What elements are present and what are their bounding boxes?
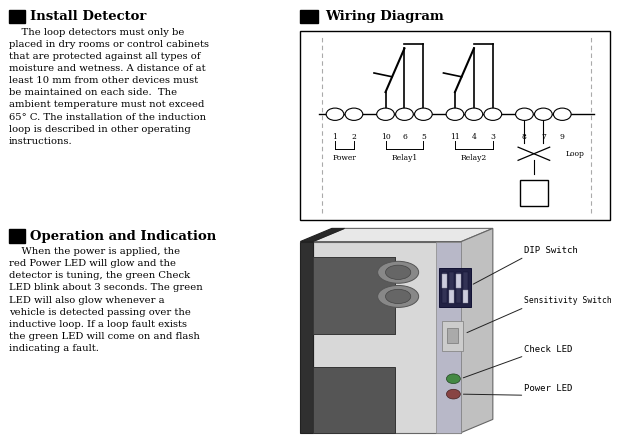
Polygon shape	[313, 241, 461, 433]
Text: Install Detector: Install Detector	[30, 10, 147, 23]
Text: 8: 8	[522, 133, 527, 141]
Bar	[436, 241, 461, 433]
Text: Wiring Diagram: Wiring Diagram	[326, 10, 444, 23]
Ellipse shape	[378, 285, 418, 307]
Text: Operation and Indication: Operation and Indication	[30, 229, 217, 242]
Circle shape	[553, 108, 571, 121]
Bar	[456, 272, 461, 303]
Bar	[442, 272, 447, 303]
Text: 5: 5	[421, 133, 426, 141]
Bar	[447, 328, 458, 343]
Circle shape	[465, 108, 483, 121]
Circle shape	[446, 389, 461, 399]
Text: 7: 7	[541, 133, 546, 141]
Bar	[462, 272, 467, 303]
Text: Relay2: Relay2	[461, 154, 487, 162]
Bar	[462, 290, 467, 303]
Circle shape	[345, 108, 363, 121]
Circle shape	[446, 108, 464, 121]
Text: The loop detectors must only be
placed in dry rooms or control cabinets
that are: The loop detectors must only be placed i…	[9, 27, 209, 146]
Bar	[313, 257, 395, 334]
Circle shape	[326, 108, 344, 121]
Circle shape	[396, 108, 413, 121]
Circle shape	[415, 108, 432, 121]
Text: Sensitivity Switch: Sensitivity Switch	[524, 296, 612, 305]
Text: 1: 1	[332, 133, 337, 141]
Bar	[443, 321, 463, 351]
Ellipse shape	[386, 289, 411, 304]
Bar	[449, 290, 454, 303]
Polygon shape	[461, 228, 493, 433]
Bar	[313, 366, 395, 433]
Bar	[9, 229, 25, 243]
Circle shape	[446, 374, 461, 383]
Bar	[439, 268, 471, 307]
Text: 10: 10	[381, 133, 391, 141]
Polygon shape	[300, 241, 313, 433]
Circle shape	[484, 108, 501, 121]
Bar	[300, 10, 318, 23]
Text: 3: 3	[490, 133, 495, 141]
Text: 6: 6	[402, 133, 407, 141]
Text: Loop: Loop	[566, 150, 584, 158]
Circle shape	[535, 108, 552, 121]
Polygon shape	[313, 228, 493, 241]
Text: Check LED: Check LED	[524, 345, 573, 353]
Bar	[442, 275, 447, 288]
Text: Relay1: Relay1	[391, 154, 418, 162]
Text: 9: 9	[560, 133, 565, 141]
Text: 4: 4	[472, 133, 477, 141]
Bar	[449, 272, 454, 303]
Ellipse shape	[386, 265, 411, 280]
Circle shape	[377, 108, 394, 121]
Text: DIP Switch: DIP Switch	[524, 246, 578, 255]
Text: Power: Power	[332, 154, 357, 162]
Bar	[300, 31, 610, 220]
Ellipse shape	[378, 261, 418, 283]
Circle shape	[516, 108, 533, 121]
Text: 11: 11	[450, 133, 460, 141]
Text: 2: 2	[352, 133, 357, 141]
Bar	[456, 275, 461, 288]
Bar	[520, 180, 548, 207]
Text: When the power is applied, the
red Power LED will glow and the
detector is tunin: When the power is applied, the red Power…	[9, 247, 203, 353]
Bar	[9, 10, 25, 23]
Text: Power LED: Power LED	[524, 384, 573, 393]
Bar	[313, 257, 395, 334]
Polygon shape	[300, 228, 344, 241]
